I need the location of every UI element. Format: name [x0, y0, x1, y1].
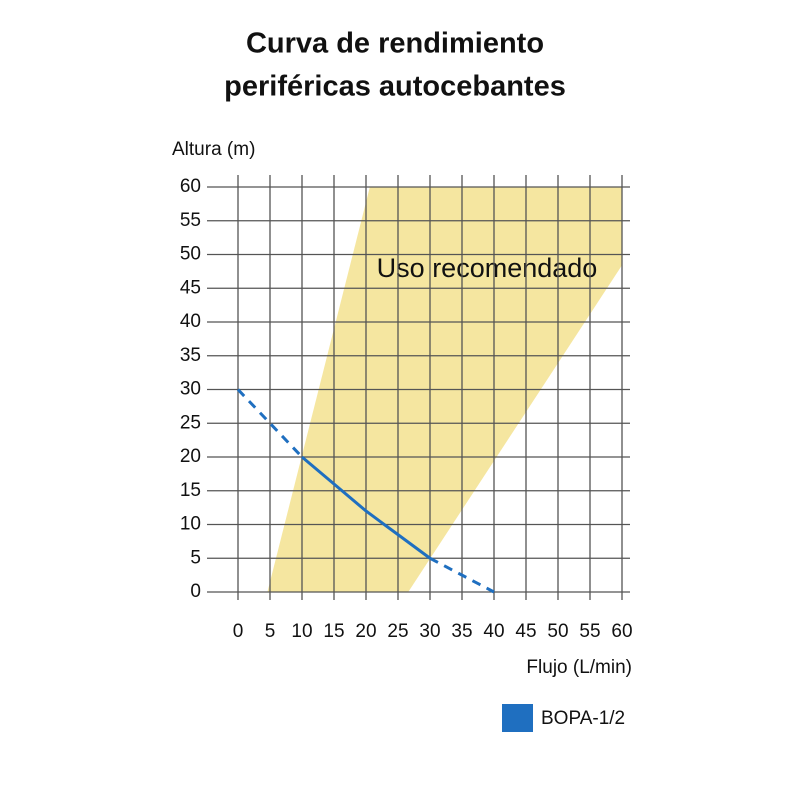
y-tick-label: 25: [180, 412, 201, 433]
y-tick-label: 30: [180, 379, 201, 400]
y-tick-label: 15: [180, 480, 201, 501]
y-tick-label: 50: [180, 244, 201, 265]
y-tick-label: 5: [190, 547, 201, 568]
series-line: [429, 556, 495, 594]
x-tick-label: 50: [547, 621, 568, 642]
series-line: [301, 455, 431, 560]
region-label: Uso recomendado: [377, 253, 598, 283]
x-tick-label: 20: [355, 621, 376, 642]
x-tick-label: 0: [233, 621, 244, 642]
x-tick-label: 40: [483, 621, 504, 642]
legend-label: BOPA-1/2: [541, 708, 625, 729]
chart-title: periféricas autocebantes: [224, 71, 566, 103]
x-axis-label: Flujo (L/min): [526, 657, 632, 678]
y-tick-label: 35: [180, 345, 201, 366]
legend-swatch: [502, 704, 533, 732]
y-tick-label: 40: [180, 311, 201, 332]
x-tick-label: 45: [515, 621, 536, 642]
x-tick-label: 5: [265, 621, 276, 642]
y-axis-label: Altura (m): [172, 139, 255, 160]
x-tick-label: 25: [387, 621, 408, 642]
x-tick-label: 60: [611, 621, 632, 642]
x-tick-label: 35: [451, 621, 472, 642]
y-tick-label: 60: [180, 176, 201, 197]
y-tick-label: 20: [180, 446, 201, 467]
x-tick-label: 10: [291, 621, 312, 642]
y-tick-label: 55: [180, 210, 201, 231]
y-tick-label: 10: [180, 514, 201, 535]
y-tick-label: 0: [190, 581, 201, 602]
x-tick-label: 30: [419, 621, 440, 642]
x-tick-label: 15: [323, 621, 344, 642]
y-tick-label: 45: [180, 277, 201, 298]
x-tick-label: 55: [579, 621, 600, 642]
chart-title: Curva de rendimiento: [246, 28, 544, 60]
